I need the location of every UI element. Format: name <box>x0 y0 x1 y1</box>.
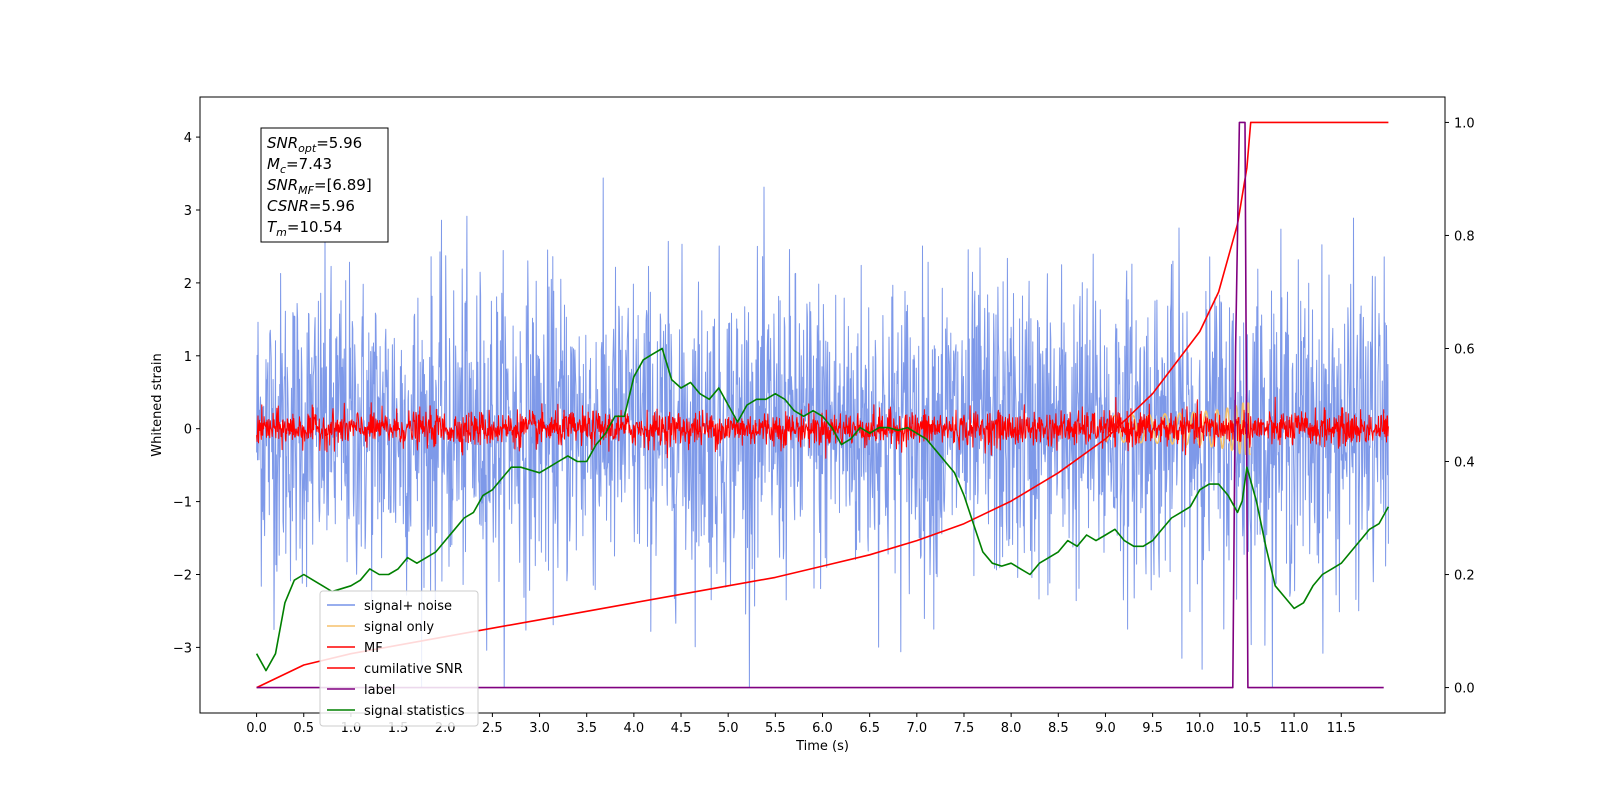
y2-tick-label: 0.6 <box>1454 342 1475 357</box>
x-axis-label: Time (s) <box>795 739 849 754</box>
x-tick-label: 4.0 <box>624 721 645 736</box>
x-tick-label: 5.0 <box>718 721 739 736</box>
annotation-line: Mc=7.43 <box>267 155 332 176</box>
annotation-line: CSNR=5.96 <box>267 197 355 215</box>
series-line-signal-noise <box>256 177 1389 688</box>
legend-frame <box>319 590 479 727</box>
y2-tick-label: 0.4 <box>1454 456 1475 471</box>
annotation-line: SNRopt=5.96 <box>267 134 362 155</box>
x-tick-label: 9.0 <box>1095 721 1116 736</box>
x-axis-ticks: 0.0 0.5 1.0 1.5 2.0 2.5 3.0 3.5 4.0 4.5 5.0 5.5 6.0 6… <box>246 713 1356 736</box>
legend-label-signal-only: signal only <box>364 620 434 635</box>
annotation-line: SNRMF=[6.89] <box>267 176 372 197</box>
x-tick-label: 8.5 <box>1048 721 1069 736</box>
annotation-line: Tm=10.54 <box>267 218 342 239</box>
y-axis-ticks: −3 −2 −1 0 1 2 3 4 <box>173 131 200 656</box>
legend-label-cumilative-snr: cumilative SNR <box>364 662 463 677</box>
series-line-label <box>256 121 1384 689</box>
series-line-signal-only <box>1104 402 1252 455</box>
legend-label-signal-noise: signal+ noise <box>364 599 452 614</box>
x-tick-label: 10.0 <box>1185 721 1214 736</box>
x-tick-label: 5.5 <box>765 721 786 736</box>
y-tick-label: −3 <box>173 641 192 656</box>
y2-axis-ticks: 0.0 0.2 0.4 0.6 0.8 1.0 <box>1445 116 1475 697</box>
y-tick-label: 2 <box>184 277 192 292</box>
x-tick-label: 11.0 <box>1280 721 1309 736</box>
x-tick-label: 0.0 <box>246 721 267 736</box>
legend-label-signal-statistics: signal statistics <box>364 704 465 719</box>
legend-label-mf: MF <box>364 641 383 656</box>
y-tick-label: 3 <box>184 204 192 219</box>
annotation-frame <box>260 127 389 243</box>
x-tick-label: 0.5 <box>293 721 314 736</box>
series-line-mf <box>256 396 1389 459</box>
x-tick-label: 6.5 <box>859 721 880 736</box>
y-tick-label: −1 <box>173 496 192 511</box>
y2-tick-label: 1.0 <box>1454 116 1475 131</box>
x-tick-label: 7.0 <box>906 721 927 736</box>
legend-label-label: label <box>364 683 395 698</box>
y-tick-label: 4 <box>184 131 192 146</box>
x-tick-label: 2.5 <box>482 721 503 736</box>
y-axis-label: Whitened strain <box>150 353 165 456</box>
x-tick-label: 11.5 <box>1327 721 1356 736</box>
y2-tick-label: 0.8 <box>1454 229 1475 244</box>
x-tick-label: 4.5 <box>671 721 692 736</box>
x-tick-label: 8.0 <box>1001 721 1022 736</box>
x-tick-label: 3.0 <box>529 721 550 736</box>
y2-tick-label: 0.2 <box>1454 569 1475 584</box>
y2-tick-label: 0.0 <box>1454 682 1475 697</box>
x-tick-label: 10.5 <box>1232 721 1261 736</box>
y-tick-label: 0 <box>184 423 192 438</box>
y-tick-label: −2 <box>173 568 192 583</box>
x-tick-label: 7.5 <box>954 721 975 736</box>
legend: signal+ noise signal only MF cumilative SNR… <box>319 590 479 727</box>
y-tick-label: 1 <box>184 350 192 365</box>
series-line-signal-statistics <box>255 347 1390 672</box>
x-tick-label: 9.5 <box>1142 721 1163 736</box>
x-tick-label: 6.0 <box>812 721 833 736</box>
x-tick-label: 3.5 <box>576 721 597 736</box>
